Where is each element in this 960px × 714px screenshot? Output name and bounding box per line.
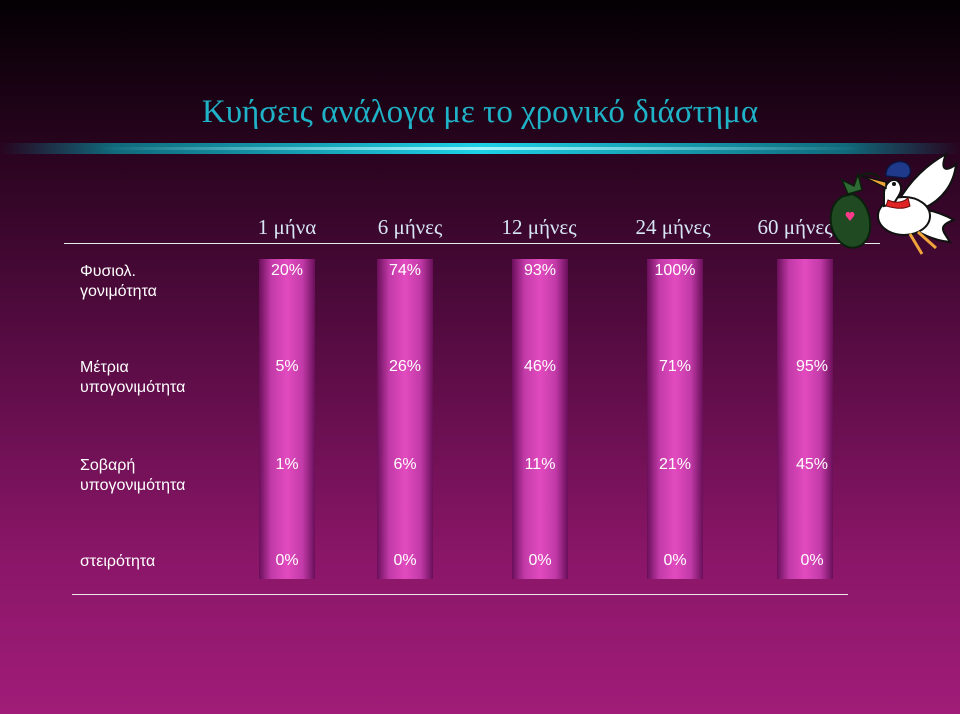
column-header-60-months: 60 μήνες bbox=[757, 215, 833, 239]
cell-severe-1-month: 1% bbox=[275, 456, 299, 473]
cell-moderate-1-month: 5% bbox=[275, 358, 299, 375]
column-header-12-months: 12 μήνες bbox=[501, 215, 577, 239]
column-bar-4 bbox=[647, 259, 703, 579]
cell-severe-60-months: 45% bbox=[795, 456, 829, 473]
row-label-severe-subfertility: Σοβαρή υπογονιμότητα bbox=[80, 456, 185, 496]
cell-moderate-6-months: 26% bbox=[388, 358, 422, 375]
column-bar-2 bbox=[377, 259, 433, 579]
cell-moderate-24-months: 71% bbox=[658, 358, 692, 375]
slide-title: Κυήσεις ανάλογα με το χρονικό διάστημα bbox=[201, 94, 759, 130]
column-header-24-months: 24 μήνες bbox=[635, 215, 711, 239]
row-label-line: υπογονιμότητα bbox=[80, 477, 186, 494]
cell-severe-6-months: 6% bbox=[393, 456, 417, 473]
column-header-6-months: 6 μήνες bbox=[377, 215, 443, 239]
title-underline bbox=[0, 143, 960, 154]
cell-severe-12-months: 11% bbox=[524, 456, 556, 473]
row-label-line: Φυσιολ. bbox=[80, 263, 136, 280]
row-label-line: στειρότητα bbox=[80, 553, 156, 570]
row-label-normal-fertility: Φυσιολ. γονιμότητα bbox=[80, 262, 157, 302]
row-label-sterility: στειρότητα bbox=[80, 552, 155, 572]
cell-sterility-24-months: 0% bbox=[663, 552, 687, 569]
table-bottom-rule bbox=[72, 594, 848, 595]
cell-sterility-6-months: 0% bbox=[393, 552, 417, 569]
column-bar-3 bbox=[512, 259, 568, 579]
column-header-1-month: 1 μήνα bbox=[257, 215, 317, 239]
row-label-line: Σοβαρή bbox=[80, 457, 136, 474]
column-bar-5 bbox=[777, 259, 833, 579]
cell-sterility-60-months: 0% bbox=[800, 552, 824, 569]
stork-icon bbox=[829, 151, 958, 255]
cell-severe-24-months: 21% bbox=[658, 456, 692, 473]
cell-sterility-1-month: 0% bbox=[275, 552, 299, 569]
row-label-line: Μέτρια bbox=[80, 359, 129, 376]
cell-moderate-60-months: 95% bbox=[795, 358, 829, 375]
row-label-line: γονιμότητα bbox=[80, 283, 157, 300]
cell-normal-24-months: 100% bbox=[654, 262, 696, 279]
table-top-rule bbox=[64, 243, 880, 244]
row-label-line: υπογονιμότητα bbox=[80, 379, 186, 396]
cell-normal-12-months: 93% bbox=[523, 262, 557, 279]
cell-sterility-12-months: 0% bbox=[528, 552, 552, 569]
cell-normal-6-months: 74% bbox=[388, 262, 422, 279]
row-label-moderate-subfertility: Μέτρια υπογονιμότητα bbox=[80, 358, 185, 398]
cell-normal-1-month: 20% bbox=[270, 262, 304, 279]
cell-moderate-12-months: 46% bbox=[523, 358, 557, 375]
column-bar-1 bbox=[259, 259, 315, 579]
